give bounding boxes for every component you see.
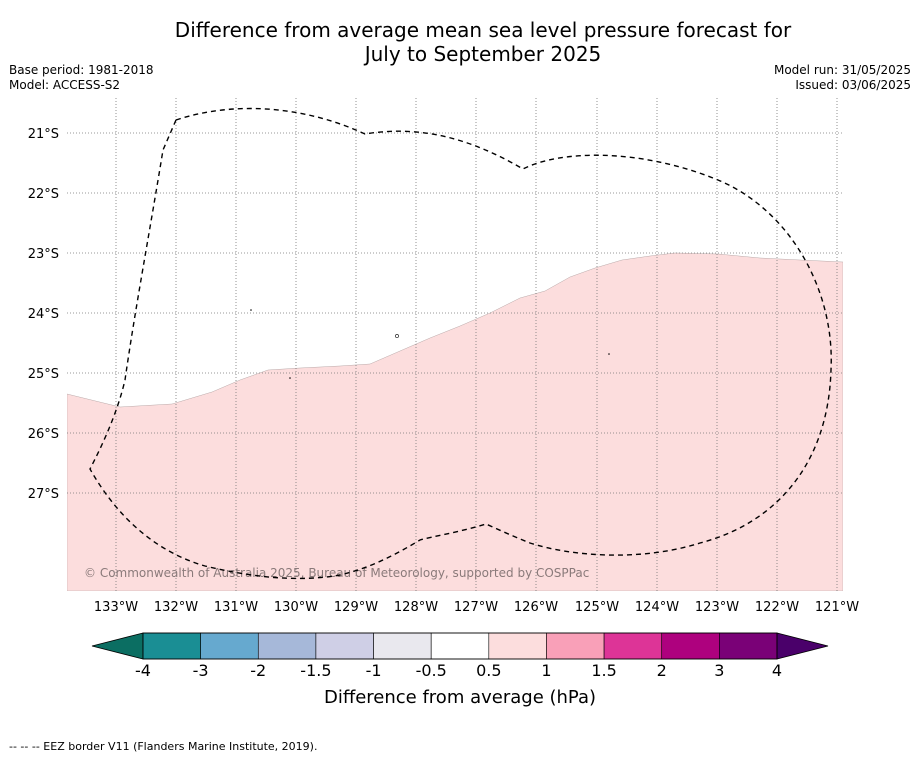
- title-line-1: Difference from average mean sea level p…: [174, 18, 792, 42]
- lat-label: 25°S: [28, 367, 59, 382]
- anomaly-region: [67, 252, 843, 591]
- colorbar-tick-label: 1: [541, 661, 551, 680]
- lon-label: 125°W: [575, 600, 619, 615]
- colorbar-tick-label: 4: [772, 661, 782, 680]
- lon-label: 129°W: [334, 600, 378, 615]
- colorbar-box: [430, 632, 490, 660]
- lat-label: 23°S: [28, 247, 59, 262]
- lon-label: 127°W: [454, 600, 498, 615]
- lon-label: 121°W: [815, 600, 859, 615]
- colorbar-box: [546, 632, 605, 660]
- colorbar-tick-label: -1.5: [300, 661, 331, 680]
- lon-label: 126°W: [514, 600, 558, 615]
- longitude-labels: 133°W 132°W 131°W 130°W 129°W 128°W 127°…: [94, 600, 859, 615]
- lon-label: 131°W: [214, 600, 258, 615]
- eez-border: [89, 107, 832, 580]
- meta-left: Base period: 1981-2018 Model: ACCESS-S2: [9, 63, 154, 93]
- lat-label: 27°S: [28, 487, 59, 502]
- colorbar-tick-label: 1.5: [591, 661, 616, 680]
- colorbar-tick-label: -4: [135, 661, 151, 680]
- colorbar-box: [603, 632, 663, 660]
- colorbar-tick-label: 3: [714, 661, 724, 680]
- colorbar-over-arrow: [776, 632, 829, 660]
- base-period: Base period: 1981-2018: [9, 63, 154, 77]
- colorbar-tick-label: -0.5: [416, 661, 447, 680]
- colorbar-tick-label: -3: [193, 661, 209, 680]
- colorbar-box: [315, 632, 374, 660]
- colorbar-tick-label: 2: [657, 661, 667, 680]
- longitude-gridlines: [115, 98, 838, 591]
- issued-date: Issued: 03/06/2025: [795, 78, 911, 92]
- colorbar-box: [719, 632, 778, 660]
- island-markers: [250, 309, 610, 379]
- lat-label: 22°S: [28, 187, 59, 202]
- lat-label: 21°S: [28, 127, 59, 142]
- lat-label: 24°S: [28, 307, 59, 322]
- meta-right: Model run: 31/05/2025 Issued: 03/06/2025: [774, 63, 911, 93]
- model-name: Model: ACCESS-S2: [9, 78, 121, 92]
- lon-label: 132°W: [154, 600, 198, 615]
- colorbar-box: [142, 632, 201, 660]
- colorbar-box: [200, 632, 259, 660]
- latitude-labels: 21°S 22°S 23°S 24°S 25°S 26°S 27°S: [28, 127, 59, 502]
- chart-title: Difference from average mean sea level p…: [0, 18, 919, 66]
- eez-footnote: -- -- -- EEZ border V11 (Flanders Marine…: [9, 740, 318, 753]
- lon-label: 124°W: [635, 600, 679, 615]
- colorbar-outline: [142, 632, 778, 660]
- latitude-gridlines: [67, 132, 843, 494]
- title-line-2: July to September 2025: [364, 42, 602, 66]
- colorbar-box: [661, 632, 720, 660]
- colorbar-tick-label: -1: [366, 661, 382, 680]
- model-run: Model run: 31/05/2025: [773, 63, 911, 77]
- lon-label: 123°W: [695, 600, 739, 615]
- colorbar-box: [257, 632, 317, 660]
- colorbar-boxes: [142, 632, 778, 660]
- copyright-text: © Commonwealth of Australia 2025, Bureau…: [84, 566, 589, 580]
- colorbar-box: [488, 632, 547, 660]
- colorbar-tick-label: 0.5: [476, 661, 501, 680]
- lon-label: 122°W: [755, 600, 799, 615]
- colorbar-under-arrow: [91, 632, 144, 660]
- lon-label: 133°W: [94, 600, 138, 615]
- lon-label: 130°W: [274, 600, 318, 615]
- lat-label: 26°S: [28, 427, 59, 442]
- colorbar-ticks: -4 -3 -2 -1.5 -1 -0.5 0.5 1 1.5 2 3 4: [135, 661, 782, 680]
- colorbar-label: Difference from average (hPa): [324, 687, 596, 708]
- colorbar: -4 -3 -2 -1.5 -1 -0.5 0.5 1 1.5 2 3 4 Difference fr…: [91, 632, 829, 708]
- lon-label: 128°W: [394, 600, 438, 615]
- colorbar-box: [373, 632, 432, 660]
- colorbar-tick-label: -2: [250, 661, 266, 680]
